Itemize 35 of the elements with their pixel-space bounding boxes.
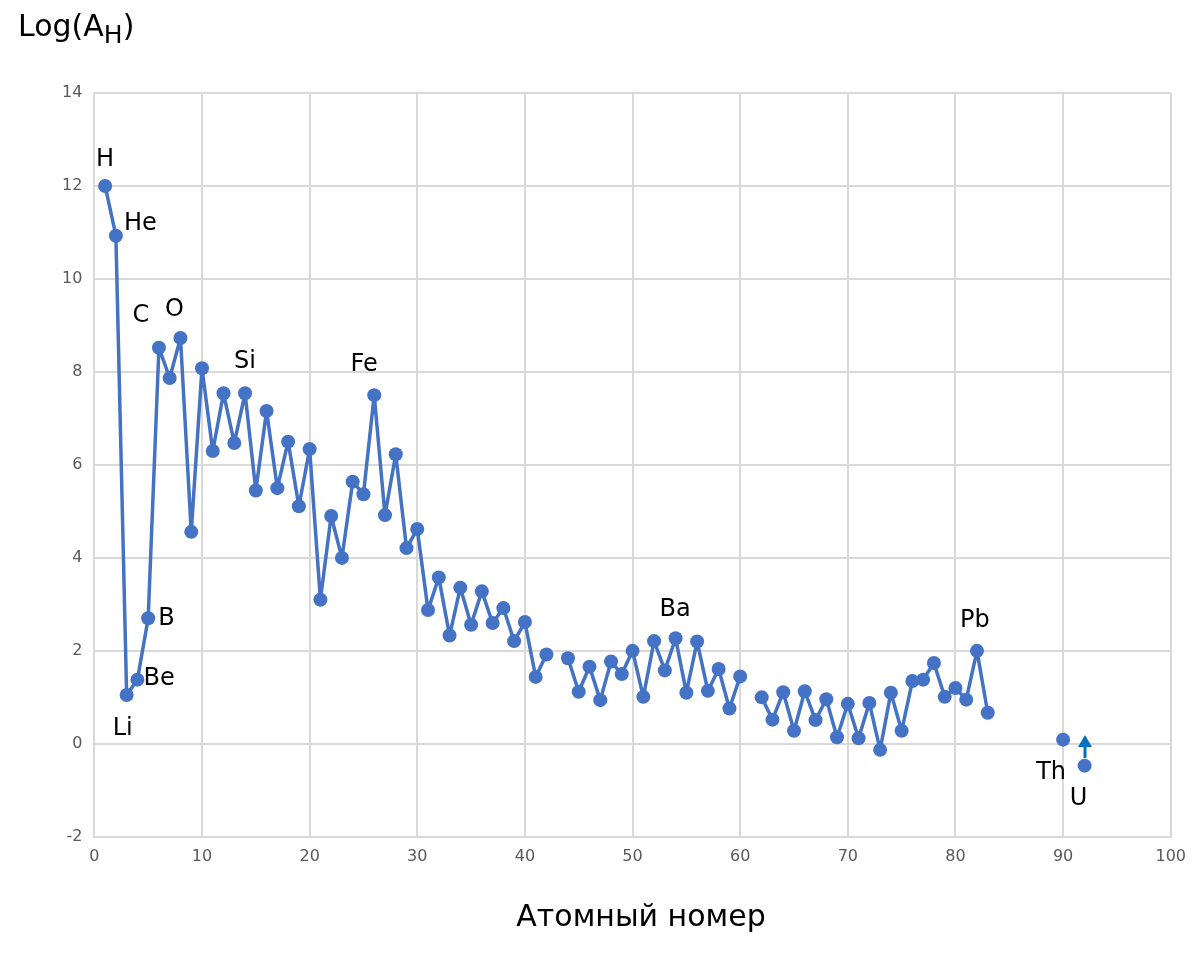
y-tick-label: 4 (72, 547, 83, 567)
annotation: B (158, 602, 175, 631)
x-tick-label: 50 (622, 845, 643, 865)
y-tick-label: 12 (62, 175, 83, 195)
x-tick-label: 20 (299, 845, 320, 865)
x-tick-label: 40 (514, 845, 536, 865)
x-axis-title: Атомный номер (515, 898, 767, 933)
annotation: Ba (659, 593, 691, 622)
x-tick-label: 70 (837, 845, 858, 865)
annotation: Fe (350, 349, 378, 378)
x-tick-label: 100 (1155, 845, 1186, 865)
annotation: U (1069, 782, 1088, 811)
y-tick-label: 6 (72, 454, 83, 474)
annotation: He (123, 207, 157, 236)
x-tick-label: 80 (945, 845, 966, 865)
x-tick-label: 30 (407, 845, 428, 865)
annotation: Th (1035, 756, 1067, 785)
x-tick-label: 90 (1052, 845, 1074, 865)
y-axis-title: Log(A$_{H}$) (18, 8, 135, 49)
x-tick-label: 0 (89, 845, 100, 865)
y-tick-label: 10 (62, 268, 83, 288)
annotation: O (165, 294, 184, 323)
y-tick-label: 0 (72, 732, 83, 752)
annotation: Si (234, 345, 256, 374)
annotation: Be (143, 662, 175, 691)
y-tick-label: 14 (62, 82, 83, 102)
annotation: Li (112, 713, 133, 742)
y-tick-label: -2 (66, 825, 83, 845)
x-tick-label: 60 (730, 845, 751, 865)
y-tick-label: 2 (72, 640, 83, 660)
x-tick-label: 10 (191, 845, 213, 865)
annotation: C (132, 299, 150, 328)
annotation: Pb (960, 605, 990, 634)
y-tick-label: 8 (72, 361, 83, 381)
annotation: H (96, 144, 115, 173)
